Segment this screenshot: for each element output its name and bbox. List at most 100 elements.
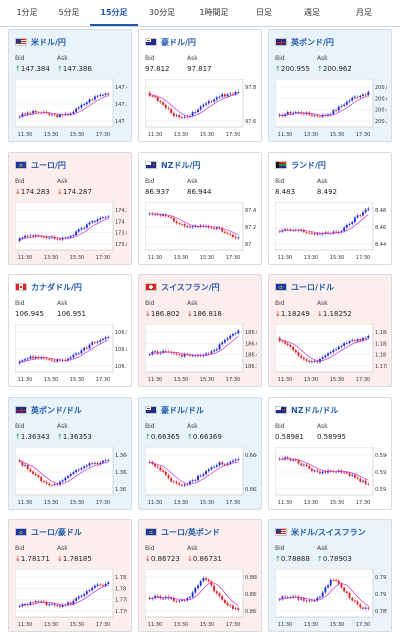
tab-2[interactable]: 15分足 xyxy=(90,0,138,26)
pair-name[interactable]: NZドル/ドル xyxy=(291,405,339,415)
candle xyxy=(37,356,40,359)
candle xyxy=(175,600,178,602)
tab-4[interactable]: 1時間足 xyxy=(199,8,229,17)
currency-card[interactable]: 豪ドル/円 Bid Ask 97.812 97.817 97.8 97.6 11:30 13:3… xyxy=(138,29,262,142)
currency-card[interactable]: ランド/円 Bid Ask 8.483 8.492 8.48 8.46 8.44 11:30 13… xyxy=(268,152,392,265)
pair-name[interactable]: 豪ドル/ドル xyxy=(161,405,204,415)
price-chart[interactable]: 1.782 1.78 1.778 1.776 11:30 13:30 15:30 17:30 xyxy=(15,569,127,629)
candle xyxy=(77,107,80,109)
candle xyxy=(343,343,346,346)
currency-card[interactable]: NZドル/円 Bid Ask 86.937 86.944 87.4 87.2 87 11:30 1… xyxy=(138,152,262,265)
candle xyxy=(353,474,356,478)
pair-name[interactable]: ユーロ/英ポンド xyxy=(161,527,220,537)
candle xyxy=(85,465,88,467)
plot-area xyxy=(15,569,114,618)
currency-card[interactable]: NZドル/ドルBidAsk0.589810.589950.5940.5920.5… xyxy=(268,397,392,510)
currency-card[interactable]: 英ポンド/円BidAsk↑200.955↑200.962200.8200.620… xyxy=(268,29,392,142)
plot-area xyxy=(275,79,374,128)
pair-name[interactable]: 豪ドル/円 xyxy=(161,37,196,47)
price-chart[interactable]: 87.4 87.2 87 11:30 13:30 15:30 17:30 xyxy=(145,202,257,262)
currency-card[interactable]: 豪ドル/ドルBidAsk↑0.66365↑0.663690.6640.66211… xyxy=(138,397,262,510)
candle xyxy=(329,470,332,472)
price-chart[interactable]: 1.364 1.362 1.36 11:30 13:30 15:30 17:30 xyxy=(15,447,127,507)
x-tick-label: 15:30 xyxy=(330,132,344,138)
card-title: NZドル/ドル xyxy=(275,404,338,416)
currency-card[interactable]: ユーロ/円BidAsk↓174.283↓174.287174.2174173.8… xyxy=(8,152,132,265)
chart-svg: 87.4 87.2 87 11:30 13:30 15:30 17:30 xyxy=(145,202,256,261)
candle xyxy=(199,581,202,586)
price-chart[interactable]: 0.594 0.592 0.59 11:30 13:30 15:30 17:30 xyxy=(275,447,387,507)
currency-card[interactable]: ユーロ/英ポンドBidAsk↓0.86723↓0.867310.8680.867… xyxy=(138,519,262,632)
x-tick-label: 15:30 xyxy=(330,255,344,261)
candle xyxy=(34,111,37,113)
tab-1[interactable]: 5分足 xyxy=(58,8,80,17)
candle xyxy=(313,115,316,117)
tab-7[interactable]: 月足 xyxy=(356,8,372,17)
currency-card[interactable]: カナダドル/円BidAsk106.945106.951106.9106.8106… xyxy=(8,274,132,387)
candle xyxy=(223,94,226,97)
bid-value: ↑1.36343 xyxy=(15,433,50,441)
price-chart[interactable]: 186.8 186.6 186.4 186.2 11:30 13:30 15:30 17:30 xyxy=(145,324,257,384)
pair-name[interactable]: ユーロ/ドル xyxy=(291,282,334,292)
price-chart[interactable]: 0.791 0.79 0.789 11:30 13:30 15:30 17:30 xyxy=(275,569,387,629)
candle xyxy=(356,339,359,342)
candle xyxy=(48,113,51,115)
pair-name[interactable]: ユーロ/豪ドル xyxy=(31,527,82,537)
candle xyxy=(286,597,289,599)
bid-number: 0.78888 xyxy=(280,555,310,563)
tab-6[interactable]: 週足 xyxy=(304,8,320,17)
y-tick-label: 186.2 xyxy=(245,364,257,370)
price-chart[interactable]: 97.8 97.6 11:30 13:30 15:30 17:30 xyxy=(145,79,257,139)
candle xyxy=(156,97,159,102)
currency-card[interactable]: スイスフラン/円BidAsk↓186.802↓186.818186.8186.6… xyxy=(138,274,262,387)
x-tick-label: 11:30 xyxy=(18,132,32,138)
pair-name[interactable]: 英ポンド/ドル xyxy=(31,405,82,415)
candle xyxy=(88,463,91,466)
candle xyxy=(367,607,370,609)
price-chart[interactable]: 147.4 147.2 147 11:30 13:30 15:30 17:30 xyxy=(15,79,127,139)
pair-name[interactable]: NZドル/円 xyxy=(161,160,201,170)
x-tick-label: 11:30 xyxy=(148,132,162,138)
price-chart[interactable]: 8.48 8.46 8.44 11:30 13:30 15:30 17:30 xyxy=(275,202,387,262)
ask-label: Ask xyxy=(57,178,68,185)
currency-card[interactable]: 米ドル/スイスフランBidAsk↑0.78888↑0.789030.7910.7… xyxy=(268,519,392,632)
candle xyxy=(59,114,61,118)
y-tick-label: 106.7 xyxy=(115,364,127,370)
pair-name[interactable]: カナダドル/円 xyxy=(31,282,82,292)
candle xyxy=(88,344,91,349)
x-tick-label: 17:30 xyxy=(96,132,110,138)
candle xyxy=(175,353,178,355)
price-chart[interactable]: 1.184 1.182 1.18 1.178 11:30 13:30 15:30 17:30 xyxy=(275,324,387,384)
candle xyxy=(362,338,364,341)
currency-card[interactable]: ユーロ/ドルBidAsk↓1.18249↓1.182521.1841.1821.… xyxy=(268,274,392,387)
pair-name[interactable]: 英ポンド/円 xyxy=(291,37,334,47)
arrow-up-icon: ↑ xyxy=(145,433,151,441)
candle xyxy=(34,601,37,603)
price-chart[interactable]: 174.2 174 173.8 173.6 11:30 13:30 15:30 17:30 xyxy=(15,202,127,262)
currency-card[interactable]: 米ドル/円BidAsk↑147.384↑147.386147.4147.2147… xyxy=(8,29,132,142)
pair-name[interactable]: 米ドル/スイスフラン xyxy=(291,527,366,537)
price-chart[interactable]: 0.664 0.662 11:30 13:30 15:30 17:30 xyxy=(145,447,257,507)
tab-3[interactable]: 30分足 xyxy=(148,8,176,17)
tab-0[interactable]: 1分足 xyxy=(16,8,38,17)
price-chart[interactable]: 106.9 106.8 106.7 11:30 13:30 15:30 17:30 xyxy=(15,324,127,384)
bid-value: ↓186.802 xyxy=(145,310,180,318)
pair-name[interactable]: 米ドル/円 xyxy=(31,37,66,47)
pair-name[interactable]: ランド/円 xyxy=(291,160,326,170)
x-tick-label: 11:30 xyxy=(148,377,162,383)
candle xyxy=(183,600,186,601)
candle xyxy=(69,235,72,238)
tab-5[interactable]: 日足 xyxy=(256,8,272,17)
price-chart[interactable]: 0.868 0.8675 0.867 11:30 13:30 15:30 17:30 xyxy=(145,569,257,629)
moving-average-line xyxy=(279,95,369,116)
currency-card[interactable]: 英ポンド/ドルBidAsk↑1.36343↑1.363531.3641.3621… xyxy=(8,397,132,510)
pair-name[interactable]: ユーロ/円 xyxy=(31,160,66,170)
x-tick-label: 17:30 xyxy=(96,255,110,261)
candle xyxy=(102,585,104,586)
ask-value: ↑1.36353 xyxy=(57,433,92,441)
pair-name[interactable]: スイスフラン/円 xyxy=(161,282,220,292)
candle xyxy=(83,347,86,351)
price-chart[interactable]: 200.8 200.6 200.4 200.2 11:30 13:30 15:30 17:30 xyxy=(275,79,387,139)
currency-card[interactable]: ユーロ/豪ドルBidAsk↓1.78171↓1.781851.7821.781.… xyxy=(8,519,132,632)
ask-value: 86.944 xyxy=(187,188,212,196)
